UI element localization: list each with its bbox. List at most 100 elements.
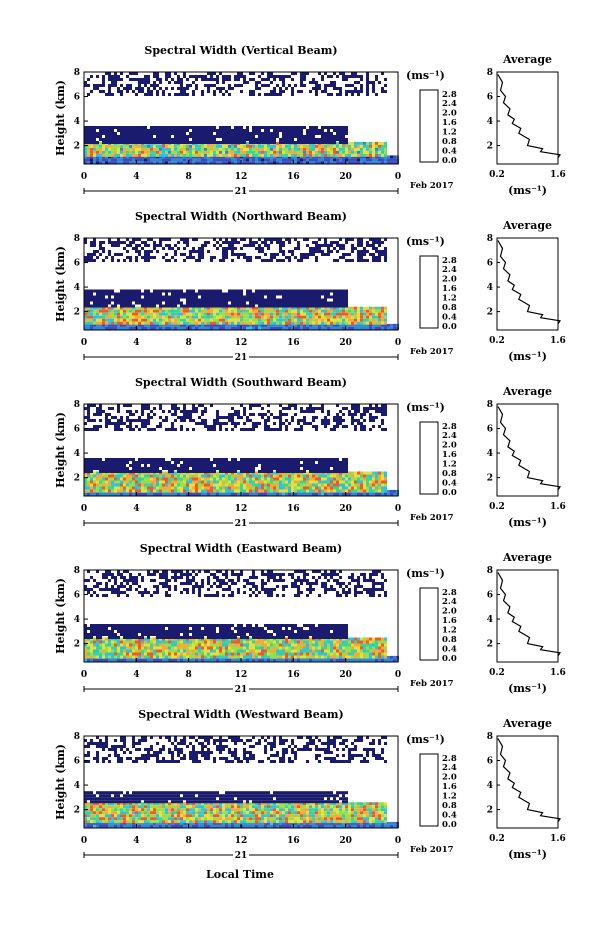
heatmap-cell [174, 81, 177, 84]
heatmap-cell [348, 312, 351, 316]
heatmap-cell [165, 87, 168, 90]
heatmap-cell [105, 470, 108, 473]
heatmap-cell [216, 413, 219, 416]
heatmap-cell [282, 150, 285, 154]
heatmap-cell [240, 480, 243, 484]
heatmap-cell [306, 295, 309, 299]
heatmap-cell [333, 135, 336, 138]
heatmap-cell [147, 321, 150, 325]
heatmap-cell [369, 489, 372, 493]
heatmap-cell [273, 158, 276, 162]
heatmap-cell [186, 147, 189, 151]
heatmap-cell [354, 141, 357, 145]
heatmap-cell [153, 161, 156, 165]
heatmap-cell [324, 486, 327, 490]
heatmap-cell [96, 161, 99, 165]
heatmap-cell [159, 474, 162, 478]
heatmap-cell [231, 250, 234, 253]
heatmap-cell [201, 90, 204, 93]
heatmap-cell [87, 464, 90, 467]
heatmap-cell [342, 474, 345, 478]
heatmap-cell [159, 135, 162, 138]
average-y-tick-label: 2 [487, 308, 493, 318]
heatmap-cell [363, 486, 366, 490]
heatmap-cell [219, 489, 222, 493]
heatmap-cell [147, 87, 150, 90]
heatmap-cell [222, 141, 225, 144]
heatmap-cell [318, 458, 321, 461]
heatmap-cell [132, 132, 135, 135]
heatmap-cell [219, 315, 222, 319]
heatmap-cell [315, 470, 318, 473]
heatmap-cell [105, 292, 108, 296]
heatmap-cell [192, 486, 195, 490]
heatmap-cell [291, 141, 294, 144]
heatmap-cell [330, 81, 333, 84]
heatmap-cell [180, 238, 183, 241]
heatmap-cell [285, 464, 288, 467]
heatmap-cell [258, 295, 261, 299]
heatmap-cell [165, 289, 168, 293]
heatmap-cell [306, 461, 309, 464]
heatmap-cell [93, 480, 96, 484]
heatmap-cell [345, 458, 348, 461]
colorbar-tick-label: 0.0 [442, 322, 457, 332]
heatmap-cell [228, 75, 231, 78]
heatmap-cell [141, 126, 144, 129]
heatmap-cell [327, 304, 330, 308]
heatmap-cell [249, 241, 252, 244]
heatmap-cell [288, 461, 291, 464]
heatmap-cell [243, 244, 246, 247]
heatmap-cell [204, 301, 207, 305]
heatmap-cell [186, 483, 189, 487]
heatmap-cell [99, 135, 102, 138]
heatmap-cell [105, 467, 108, 470]
heatmap-cell [165, 461, 168, 464]
heatmap-cell [93, 312, 96, 316]
heatmap-cell [126, 90, 129, 93]
heatmap-cell [210, 306, 213, 310]
heatmap-cell [162, 489, 165, 493]
heatmap-cell [234, 247, 237, 250]
heatmap-cell [147, 129, 150, 132]
heatmap-cell [318, 84, 321, 87]
heatmap-cell [345, 318, 348, 322]
heatmap-cell [288, 477, 291, 481]
heatmap-cell [303, 467, 306, 470]
heatmap-cell [327, 93, 330, 96]
heatmap-cell [333, 474, 336, 478]
heatmap-cell [366, 72, 369, 75]
day-label-bg [233, 185, 249, 195]
heatmap-cell [243, 326, 246, 330]
heatmap-cell [201, 467, 204, 470]
heatmap-cell [237, 492, 240, 496]
y-tick-label: 2 [74, 142, 80, 152]
heatmap-cell [168, 126, 171, 129]
heatmap-cell [213, 292, 216, 296]
heatmap-cell [270, 241, 273, 244]
heatmap-cell [90, 304, 93, 308]
heatmap-cell [168, 474, 171, 478]
heatmap-cell [345, 78, 348, 81]
heatmap-cell [294, 407, 297, 410]
heatmap-cell [138, 458, 141, 461]
heatmap-cell [291, 480, 294, 484]
heatmap-cell [174, 404, 177, 407]
heatmap-cell [159, 464, 162, 467]
heatmap-cell [186, 474, 189, 478]
heatmap-cell [144, 486, 147, 490]
heatmap-cell [192, 464, 195, 467]
heatmap-cell [156, 318, 159, 322]
heatmap-cell [336, 241, 339, 244]
heatmap-cell [90, 244, 93, 247]
heatmap-cell [222, 470, 225, 473]
heatmap-cell [342, 295, 345, 299]
heatmap-cell [219, 309, 222, 313]
heatmap-cell [252, 90, 255, 93]
heatmap-cell [141, 413, 144, 416]
heatmap-cell [357, 474, 360, 478]
heatmap-cell [372, 489, 375, 493]
heatmap-cell [381, 312, 384, 316]
heatmap-cell [168, 153, 171, 157]
heatmap-cell [189, 318, 192, 322]
